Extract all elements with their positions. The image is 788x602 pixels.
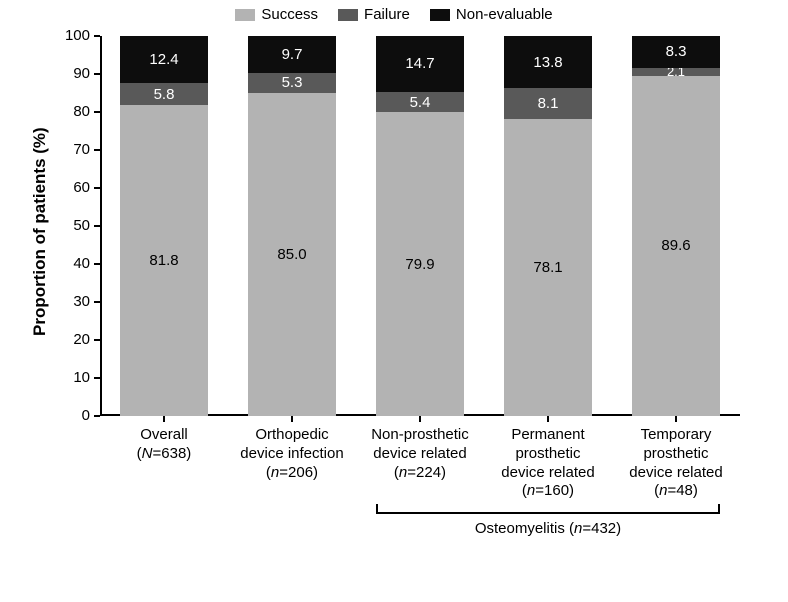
bar-seg-overall-noneval: 12.4 [120, 36, 208, 83]
x-label-line: Overall [102, 426, 226, 445]
x-tick [163, 416, 165, 422]
y-tick-label: 90 [52, 65, 90, 82]
legend-item-noneval: Non-evaluable [430, 6, 553, 23]
bar-seg-ortho-noneval: 9.7 [248, 36, 336, 73]
legend-label-success: Success [261, 6, 318, 23]
bar-seg-perm-failure: 8.1 [504, 88, 592, 119]
bar-nonpros: 79.95.414.7 [376, 36, 464, 416]
x-label-line: Non-prosthetic [358, 426, 482, 445]
x-label-line: device related [358, 445, 482, 464]
bar-seg-temp-noneval: 8.3 [632, 36, 720, 68]
x-label-line: prosthetic [486, 445, 610, 464]
plot-area: 81.85.812.485.05.39.779.95.414.778.18.11… [100, 36, 740, 416]
y-tick-label: 100 [52, 27, 90, 44]
bracket-tick [376, 504, 378, 514]
x-label-line: (n=48) [614, 482, 738, 501]
bar-seg-temp-success: 89.6 [632, 76, 720, 416]
x-label-line: (N=638) [102, 445, 226, 464]
bar-seg-overall-success: 81.8 [120, 105, 208, 416]
y-tick-label: 70 [52, 141, 90, 158]
legend: Success Failure Non-evaluable [0, 6, 788, 23]
x-tick [675, 416, 677, 422]
x-label-temp: Temporaryprostheticdevice related(n=48) [614, 426, 738, 501]
x-label-line: Temporary [614, 426, 738, 445]
y-tick [94, 73, 100, 75]
x-label-line: device infection [230, 445, 354, 464]
bar-seg-nonpros-noneval: 14.7 [376, 36, 464, 92]
bar-seg-nonpros-failure: 5.4 [376, 92, 464, 113]
bracket-tick [718, 504, 720, 514]
chart-container: Success Failure Non-evaluable Proportion o… [0, 0, 788, 602]
bar-perm: 78.18.113.8 [504, 36, 592, 416]
x-label-nonpros: Non-prostheticdevice related(n=224) [358, 426, 482, 482]
y-tick-label: 60 [52, 179, 90, 196]
x-label-line: Permanent [486, 426, 610, 445]
y-tick [94, 415, 100, 417]
y-tick [94, 339, 100, 341]
bar-ortho: 85.05.39.7 [248, 36, 336, 416]
y-tick-label: 30 [52, 293, 90, 310]
y-tick [94, 377, 100, 379]
y-tick-label: 10 [52, 369, 90, 386]
bar-seg-nonpros-success: 79.9 [376, 112, 464, 416]
x-label-line: prosthetic [614, 445, 738, 464]
bracket-label: Osteomyelitis (n=432) [376, 520, 720, 537]
x-tick [419, 416, 421, 422]
y-tick-label: 80 [52, 103, 90, 120]
x-tick [547, 416, 549, 422]
y-tick-label: 50 [52, 217, 90, 234]
legend-item-failure: Failure [338, 6, 410, 23]
y-tick [94, 225, 100, 227]
legend-item-success: Success [235, 6, 318, 23]
bar-seg-ortho-success: 85.0 [248, 93, 336, 416]
x-label-line: (n=224) [358, 464, 482, 483]
x-label-perm: Permanentprostheticdevice related(n=160) [486, 426, 610, 501]
y-tick [94, 111, 100, 113]
x-tick [291, 416, 293, 422]
x-label-line: (n=160) [486, 482, 610, 501]
legend-swatch-noneval [430, 9, 450, 21]
bracket-line [376, 512, 720, 514]
bar-seg-temp-failure: 2.1 [632, 68, 720, 76]
bar-overall: 81.85.812.4 [120, 36, 208, 416]
x-label-overall: Overall(N=638) [102, 426, 226, 464]
x-label-line: device related [614, 464, 738, 483]
y-axis-title: Proportion of patients (%) [30, 127, 50, 336]
legend-swatch-success [235, 9, 255, 21]
y-tick-label: 0 [52, 407, 90, 424]
y-tick [94, 35, 100, 37]
y-tick [94, 149, 100, 151]
y-tick-label: 20 [52, 331, 90, 348]
legend-label-noneval: Non-evaluable [456, 6, 553, 23]
legend-label-failure: Failure [364, 6, 410, 23]
y-axis-line [100, 36, 102, 416]
bar-seg-perm-noneval: 13.8 [504, 36, 592, 88]
y-tick-label: 40 [52, 255, 90, 272]
bar-seg-ortho-failure: 5.3 [248, 73, 336, 93]
x-label-line: Orthopedic [230, 426, 354, 445]
bar-seg-perm-success: 78.1 [504, 119, 592, 416]
y-tick [94, 301, 100, 303]
x-label-ortho: Orthopedicdevice infection(n=206) [230, 426, 354, 482]
legend-swatch-failure [338, 9, 358, 21]
x-label-line: (n=206) [230, 464, 354, 483]
y-tick [94, 263, 100, 265]
x-label-line: device related [486, 464, 610, 483]
y-tick [94, 187, 100, 189]
bar-temp: 89.62.18.3 [632, 36, 720, 416]
bar-seg-overall-failure: 5.8 [120, 83, 208, 105]
